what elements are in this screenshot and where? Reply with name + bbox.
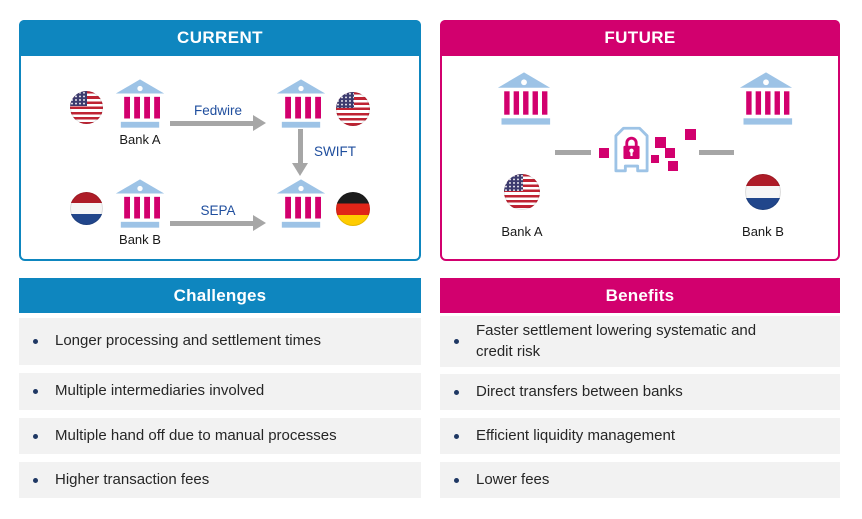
bank-b-label: Bank B — [119, 232, 161, 247]
bullet-dot — [454, 477, 459, 483]
bank-icon — [497, 72, 551, 125]
blockchain-block — [685, 129, 696, 140]
bank-icon — [739, 72, 793, 125]
bank-icon — [276, 79, 326, 128]
connector-line-right — [699, 150, 734, 155]
us-flag-icon — [336, 92, 370, 126]
benefit-item: Efficient liquidity management — [440, 418, 840, 454]
challenge-item-text: Longer processing and settlement times — [55, 332, 321, 350]
bullet-dot — [33, 433, 38, 439]
us-flag-icon — [504, 174, 540, 210]
blockchain-block — [668, 161, 678, 171]
bank-icon — [115, 79, 165, 128]
blockchain-block — [665, 148, 675, 158]
current-panel-title: CURRENT — [19, 20, 421, 56]
future-panel-title: FUTURE — [440, 20, 840, 56]
bullet-dot — [454, 433, 459, 439]
bank-icon — [115, 179, 165, 228]
benefit-item-text: Lower fees — [476, 470, 550, 488]
bank-a-label: Bank A — [119, 132, 161, 147]
germany-flag-icon — [336, 192, 370, 226]
arrow-shaft — [170, 220, 255, 226]
blockchain-block — [655, 137, 666, 148]
fedwire-label: Fedwire — [193, 103, 242, 118]
benefit-item: Direct transfers between banks — [440, 374, 840, 410]
challenge-item: Higher transaction fees — [19, 462, 421, 498]
benefit-item: Lower fees — [440, 462, 840, 498]
benefit-item-text: Direct transfers between banks — [476, 382, 683, 400]
blockchain-block — [599, 148, 609, 158]
arrow-head — [253, 115, 266, 131]
challenge-item: Longer processing and settlement times — [19, 318, 421, 365]
netherlands-flag-icon — [70, 192, 103, 225]
netherlands-flag-icon — [745, 174, 781, 210]
benefit-item-text: Efficient liquidity management — [476, 426, 675, 444]
blockchain-block — [651, 155, 659, 163]
challenge-item-text: Multiple intermediaries involved — [55, 382, 265, 400]
bank-a-label: Bank A — [501, 224, 543, 239]
sepa-arrow — [170, 215, 266, 231]
arrow-shaft — [170, 120, 255, 126]
bullet-dot — [33, 339, 38, 344]
bullet-dot — [33, 477, 38, 483]
bullet-dot — [454, 339, 459, 344]
current-panel: CURRENT Bank A Fedwire SWIFT — [19, 20, 421, 261]
arrow-head — [253, 215, 266, 231]
benefit-item: Faster settlement lowering systematic an… — [440, 316, 840, 367]
benefit-item-text: Faster settlement lowering systematic an… — [476, 322, 757, 360]
bank-b-label: Bank B — [742, 224, 784, 239]
swift-arrow — [292, 129, 308, 176]
benefits-title: Benefits — [440, 278, 840, 313]
challenges-title: Challenges — [19, 278, 421, 313]
sepa-label: SEPA — [200, 203, 236, 218]
smart-contract-lock-icon — [614, 126, 649, 173]
bullet-dot — [33, 389, 38, 394]
us-flag-icon — [70, 91, 103, 124]
connector-line-left — [555, 150, 591, 155]
challenge-item: Multiple intermediaries involved — [19, 373, 421, 410]
fedwire-arrow — [170, 115, 266, 131]
arrow-head — [292, 163, 308, 176]
challenge-item-text: Multiple hand off due to manual processe… — [55, 426, 337, 444]
swift-label: SWIFT — [314, 144, 356, 159]
future-panel: FUTURE Bank A Bank B — [440, 20, 840, 261]
arrow-shaft — [297, 129, 303, 165]
challenges-panel: Challenges Longer processing and settlem… — [19, 278, 421, 498]
challenge-item: Multiple hand off due to manual processe… — [19, 418, 421, 454]
benefits-panel: Benefits Faster settlement lowering syst… — [440, 278, 840, 498]
bullet-dot — [454, 389, 459, 395]
challenge-item-text: Higher transaction fees — [55, 470, 210, 488]
bank-icon — [276, 179, 326, 228]
